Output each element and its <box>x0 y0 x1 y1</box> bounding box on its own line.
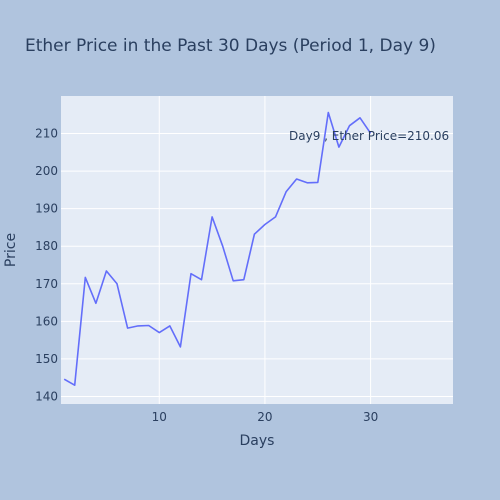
price-line <box>63 111 372 387</box>
y-axis-title: Price <box>3 233 19 267</box>
plot-area-background <box>61 96 453 404</box>
x-tick-labels: 10 20 30 <box>152 410 379 424</box>
y-tick-label: 170 <box>35 277 58 291</box>
x-axis-title: Days <box>240 433 275 449</box>
y-tick-label: 190 <box>35 202 58 216</box>
y-tick-label: 150 <box>35 352 58 366</box>
grid-lines <box>61 96 453 404</box>
series-lines <box>63 111 372 387</box>
annotation-label: Day9 , Ether Price=210.06 <box>289 129 449 143</box>
y-tick-label: 200 <box>35 164 58 178</box>
x-tick-label: 20 <box>257 410 272 424</box>
chart-title: Ether Price in the Past 30 Days (Period … <box>25 36 436 56</box>
y-tick-label: 210 <box>35 127 58 141</box>
x-tick-label: 10 <box>152 410 167 424</box>
y-tick-label: 180 <box>35 239 58 253</box>
y-tick-label: 140 <box>35 389 58 403</box>
y-tick-labels: 140 150 160 170 180 190 200 210 <box>35 127 58 404</box>
y-tick-label: 160 <box>35 314 58 328</box>
x-tick-label: 30 <box>363 410 378 424</box>
